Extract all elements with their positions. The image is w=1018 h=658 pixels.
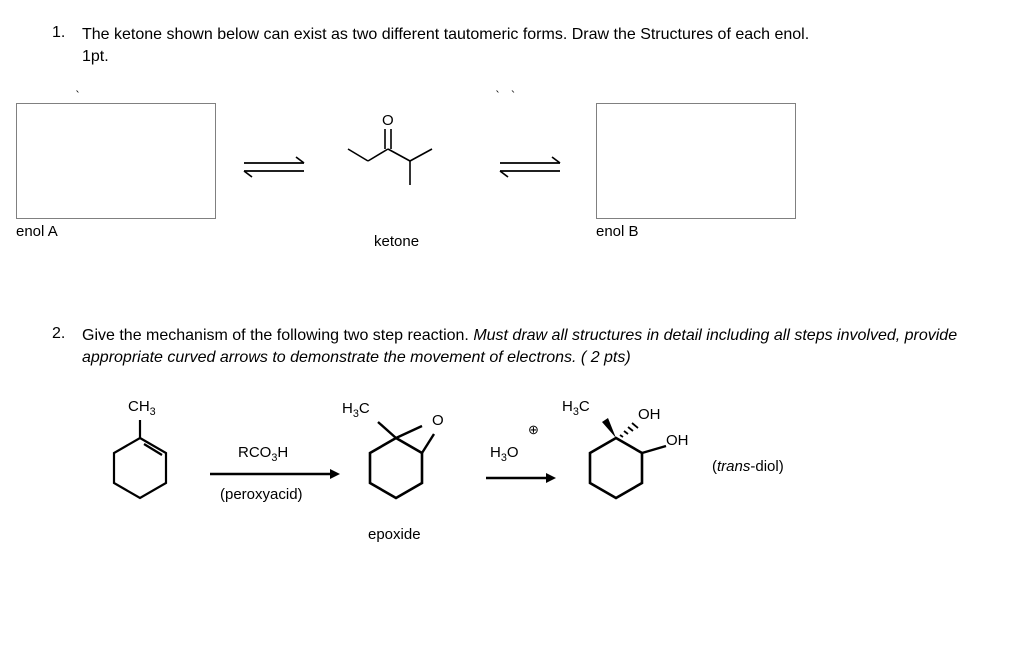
equilibrium-arrow-left xyxy=(238,153,310,181)
enol-b-label: enol B xyxy=(596,223,639,240)
start-ch3-label: CH3 xyxy=(128,398,156,418)
ketone-label: ketone xyxy=(374,233,419,250)
diol-h3c: H3C xyxy=(562,398,590,418)
epoxide-label: epoxide xyxy=(368,526,421,543)
start-molecule: CH3 xyxy=(100,404,190,514)
enol-a-box xyxy=(16,103,216,219)
reagent2-label: H3O xyxy=(490,444,519,464)
reagent1-name: (peroxyacid) xyxy=(220,486,303,503)
q2-diagram: CH3 RCO3H (peroxyacid) xyxy=(100,404,988,584)
enol-a-label: enol A xyxy=(16,223,58,240)
equilibrium-arrow-right xyxy=(494,153,566,181)
q2-number: 2. xyxy=(52,325,82,343)
ketone-oxygen: O xyxy=(382,112,394,129)
q1-number: 1. xyxy=(52,24,82,42)
q1-prompt: The ketone shown below can exist as two … xyxy=(82,26,809,43)
diol-oh1: OH xyxy=(638,406,661,423)
reaction-arrow-1 xyxy=(208,466,340,482)
epoxide-o: O xyxy=(432,412,444,429)
q2-text: Give the mechanism of the following two … xyxy=(82,325,988,368)
epoxide-h3c: H3C xyxy=(342,400,370,420)
diol-molecule: H3C OH OH xyxy=(572,404,702,514)
diol-oh2: OH xyxy=(666,432,689,449)
q1-tick-left: ՝ xyxy=(76,89,81,103)
enol-b-box xyxy=(596,103,796,219)
ketone-structure: O xyxy=(346,111,456,211)
q1-points: 1pt. xyxy=(82,48,109,65)
reaction-arrow-2 xyxy=(484,470,556,486)
q1-diagram: ՝ ՝ ՝ enol A O xyxy=(16,103,988,273)
q2-prompt-plain: Give the mechanism of the following two … xyxy=(82,327,473,344)
q1-tick-right: ՝ ՝ xyxy=(496,89,516,103)
reagent2-charge: ⊕ xyxy=(528,422,539,438)
reagent1-label: RCO3H xyxy=(238,444,288,464)
q1-text: The ketone shown below can exist as two … xyxy=(82,24,988,67)
diol-label: (trans-diol) xyxy=(712,458,784,475)
epoxide-molecule: H3C O xyxy=(356,404,466,514)
